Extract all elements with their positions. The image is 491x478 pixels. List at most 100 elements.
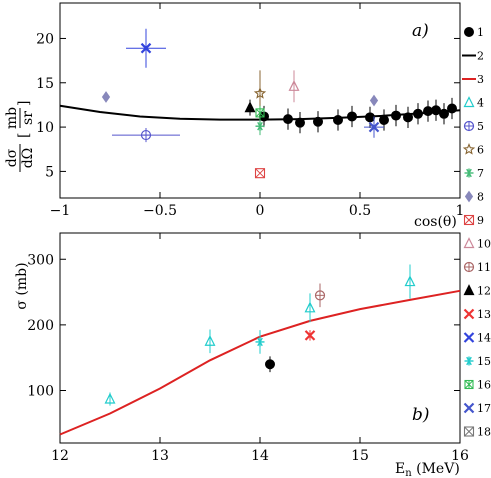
b-xtick-label: 15 — [351, 448, 369, 464]
a-point-series-1-shape — [379, 115, 389, 125]
ylabel-unit-mb: mb — [4, 107, 20, 129]
panel-b-xlabel: En (MeV) — [395, 461, 460, 478]
legend-marker-8-shape — [464, 190, 474, 203]
panel-b-ylabel: σ (mb) — [14, 262, 30, 309]
b-point-series-4-shape — [104, 392, 116, 404]
b-ytick-label: 300 — [27, 252, 54, 268]
legend-label-18: 18 — [477, 426, 491, 439]
legend-marker-17-b — [463, 402, 475, 414]
panel-b-points — [104, 264, 416, 406]
legend-marker-4 — [463, 96, 475, 108]
legend-label-16: 16 — [477, 379, 491, 392]
b-point-series-4 — [104, 392, 116, 404]
legend-label-15: 15 — [477, 355, 491, 368]
ylabel-dsigma: dσ — [4, 148, 20, 167]
a-point-series-1 — [347, 111, 357, 122]
a-point-series-5 — [140, 129, 152, 141]
a-point-series-1 — [403, 112, 413, 123]
panel-a-points — [101, 28, 457, 179]
ylabel-bracket-close: ] — [16, 101, 32, 106]
legend-label-7: 7 — [477, 167, 484, 180]
legend-label-17: 17 — [477, 402, 491, 415]
a-ytick-label: 20 — [36, 31, 54, 47]
a-point-series-8-shape — [101, 91, 111, 103]
a-point-series-10 — [288, 79, 300, 91]
legend-label-2: 2 — [477, 50, 484, 63]
legend-marker-7 — [464, 168, 474, 178]
a-point-series-17-b — [368, 121, 380, 133]
b-point-series-4-shape — [204, 334, 216, 346]
a-point-series-1-shape — [295, 117, 305, 128]
panel-a-xlabel: cos(θ) — [414, 214, 457, 230]
panel-a-label: a) — [412, 21, 429, 41]
legend-marker-10-shape — [463, 237, 475, 249]
b-point-series-1-shape — [265, 359, 275, 370]
a-point-series-1 — [413, 108, 423, 119]
b-xtick-label: 13 — [151, 448, 169, 464]
legend-marker-5 — [463, 120, 475, 132]
legend-marker-12-shape — [463, 284, 475, 296]
legend-label-1: 1 — [477, 26, 484, 39]
panel-b-curves — [59, 289, 461, 436]
legend-marker-12 — [463, 284, 475, 296]
legend-label-14: 14 — [477, 332, 491, 345]
panel-b-label: b) — [412, 405, 430, 425]
legend-marker-13 — [463, 308, 475, 320]
a-ytick-label: 5 — [45, 164, 54, 180]
legend-marker-11 — [463, 261, 475, 273]
legend-label-6: 6 — [477, 144, 484, 157]
b-xtick-label: 12 — [51, 448, 69, 464]
b-point-series-13 — [304, 330, 316, 341]
legend-marker-6-shape — [462, 143, 476, 155]
a-point-series-1-shape — [439, 108, 449, 119]
b-point-series-4 — [304, 301, 316, 313]
legend-marker-17 — [463, 402, 475, 414]
legend-marker-9-box — [463, 214, 475, 226]
xlabel-unit: (MeV) — [412, 461, 460, 477]
b-point-series-4 — [404, 275, 416, 287]
a-ytick-label: 10 — [36, 120, 54, 136]
legend-marker-1 — [464, 27, 474, 37]
legend-marker-9-b — [464, 215, 474, 225]
b-xtick-label: 14 — [251, 448, 269, 464]
a-point-series-1 — [283, 114, 293, 125]
ylabel-unit-sr: sr — [20, 111, 36, 125]
a-point-series-9-b — [255, 168, 265, 179]
legend-marker-8 — [464, 190, 474, 203]
panel-b-ticks: 12 13 14 15 16 100 200 300 — [27, 233, 469, 464]
legend-label-5: 5 — [477, 120, 484, 133]
legend-marker-9 — [463, 214, 475, 226]
legend-marker-13-b — [463, 308, 475, 320]
a-point-series-10-shape — [288, 79, 300, 91]
b-point-series-4 — [204, 334, 216, 346]
a-point-series-12-shape — [244, 101, 256, 113]
b-point-series-11 — [314, 290, 326, 301]
xlabel-e: E — [395, 461, 405, 477]
a-xtick-label: −0.5 — [143, 203, 177, 219]
a-point-series-1-shape — [365, 112, 375, 123]
legend-label-8: 8 — [477, 191, 484, 204]
legend-label-12: 12 — [477, 285, 491, 298]
a-xtick-label: 0 — [256, 203, 265, 219]
a-point-series-1 — [379, 115, 389, 125]
ylabel-bracket-open: [ — [16, 133, 32, 138]
ylabel-domega: dΩ — [20, 148, 36, 169]
a-point-series-7 — [255, 121, 265, 131]
a-xtick-label: −1 — [50, 203, 71, 219]
a-point-series-1-shape — [347, 111, 357, 122]
a-point-series-1-shape — [413, 108, 423, 119]
legend-marker-1-shape — [464, 27, 474, 37]
a-point-series-8 — [101, 91, 111, 103]
a-point-series-1 — [447, 103, 457, 114]
a-point-series-17 — [368, 121, 380, 133]
legend-marker-15 — [464, 356, 474, 366]
a-point-series-1 — [365, 112, 375, 123]
legend-marker-14-b — [463, 332, 475, 343]
a-point-series-1 — [295, 117, 305, 128]
legend-marker-18-box — [463, 426, 475, 437]
a-point-series-1-shape — [447, 103, 457, 114]
a-point-series-1 — [333, 115, 343, 125]
